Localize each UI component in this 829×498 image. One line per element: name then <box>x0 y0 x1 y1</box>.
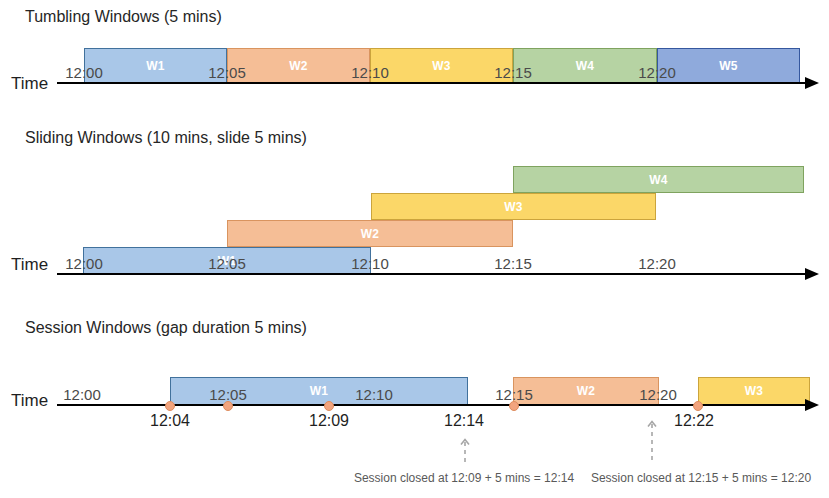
section-title: Sliding Windows (10 mins, slide 5 mins) <box>25 129 307 147</box>
axis-arrow-icon <box>805 268 819 280</box>
window-label: W2 <box>361 227 380 241</box>
event-marker <box>165 401 175 411</box>
annotation-arrow-icon <box>459 437 471 464</box>
tick-label: 12:15 <box>494 255 532 272</box>
section-title: Session Windows (gap duration 5 mins) <box>25 319 307 337</box>
axis-arrow-icon <box>805 399 819 411</box>
section-title: Tumbling Windows (5 mins) <box>25 8 222 26</box>
event-time-label: 12:14 <box>444 412 484 430</box>
timeline-axis <box>57 82 806 85</box>
window-box: W5 <box>657 48 800 83</box>
tick-label: 12:05 <box>208 255 246 272</box>
window-label: W3 <box>432 59 451 73</box>
tick-label: 12:20 <box>639 386 677 403</box>
tick-label: 12:15 <box>494 64 532 81</box>
window-box: W2 <box>227 48 370 83</box>
window-label: W1 <box>146 59 165 73</box>
tick-label: 12:20 <box>638 64 676 81</box>
window-box: W2 <box>227 220 513 247</box>
window-box: W3 <box>371 193 656 220</box>
window-box: W4 <box>513 48 657 83</box>
window-label: W3 <box>745 384 764 398</box>
window-label: W3 <box>504 200 523 214</box>
event-marker <box>509 401 519 411</box>
tick-label: 12:10 <box>351 64 389 81</box>
event-time-label: 12:09 <box>309 412 349 430</box>
axis-arrow-icon <box>805 77 819 89</box>
timeline-axis <box>57 273 806 276</box>
window-box: W3 <box>698 377 810 405</box>
annotation-caption: Session closed at 12:09 + 5 mins = 12:14 <box>354 471 574 485</box>
window-label: W2 <box>577 384 596 398</box>
window-label: W2 <box>289 59 308 73</box>
annotation-arrow-icon <box>646 419 658 464</box>
axis-time-label: Time <box>11 74 48 94</box>
diagram-canvas: Tumbling Windows (5 mins) Time W1 W2 W3 W4 W5 1… <box>0 0 829 498</box>
window-box: W1 <box>84 48 227 83</box>
window-box: W4 <box>513 166 804 193</box>
event-time-label: 12:22 <box>674 412 714 430</box>
tick-label: 12:00 <box>65 64 103 81</box>
axis-time-label: Time <box>11 391 48 411</box>
window-box: W2 <box>513 377 659 405</box>
event-marker <box>324 401 334 411</box>
axis-time-label: Time <box>11 255 48 275</box>
event-time-label: 12:04 <box>150 412 190 430</box>
tick-label: 12:05 <box>208 64 246 81</box>
window-label: W4 <box>649 173 668 187</box>
tick-label: 12:20 <box>638 255 676 272</box>
window-box: W3 <box>370 48 513 83</box>
tick-label: 12:10 <box>355 386 393 403</box>
event-marker <box>693 401 703 411</box>
tick-label: 12:00 <box>63 386 101 403</box>
tick-label: 12:10 <box>351 255 389 272</box>
annotation-caption: Session closed at 12:15 + 5 mins = 12:20 <box>591 471 811 485</box>
event-marker <box>223 401 233 411</box>
window-label: W1 <box>310 384 329 398</box>
window-label: W5 <box>719 59 738 73</box>
tick-label: 12:00 <box>65 255 103 272</box>
window-label: W4 <box>576 59 595 73</box>
